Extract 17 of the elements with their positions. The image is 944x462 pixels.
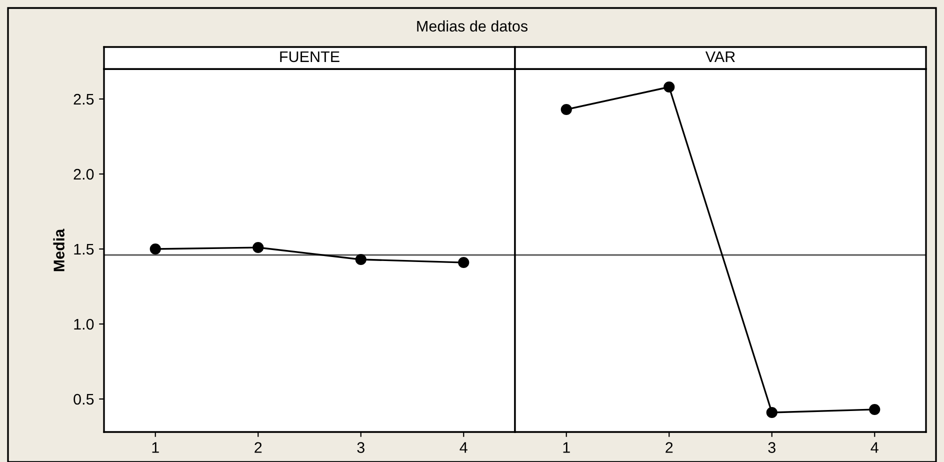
y-tick-label: 2.0 — [74, 168, 94, 180]
x-tick-label: 4 — [870, 442, 878, 453]
x-tick-label: 2 — [254, 442, 262, 453]
x-tick-label: 3 — [768, 442, 776, 453]
chart-title: VAR — [705, 51, 735, 62]
y-axis-title: Media — [53, 228, 64, 272]
y-tick-label: 2.5 — [74, 94, 94, 105]
x-tick-label: 4 — [460, 442, 468, 453]
x-tick-label: 1 — [152, 442, 159, 453]
y-tick-label: 1.0 — [74, 318, 94, 330]
x-tick-label: 3 — [357, 442, 364, 453]
x-tick-label: 2 — [666, 442, 673, 453]
y-tick-label: 1.5 — [74, 244, 94, 255]
y-tick-label: 0.5 — [74, 394, 94, 405]
x-tick-label: 1 — [563, 442, 570, 453]
text: Medias de datos — [417, 20, 528, 32]
chart-title: FUENTE — [280, 51, 340, 62]
